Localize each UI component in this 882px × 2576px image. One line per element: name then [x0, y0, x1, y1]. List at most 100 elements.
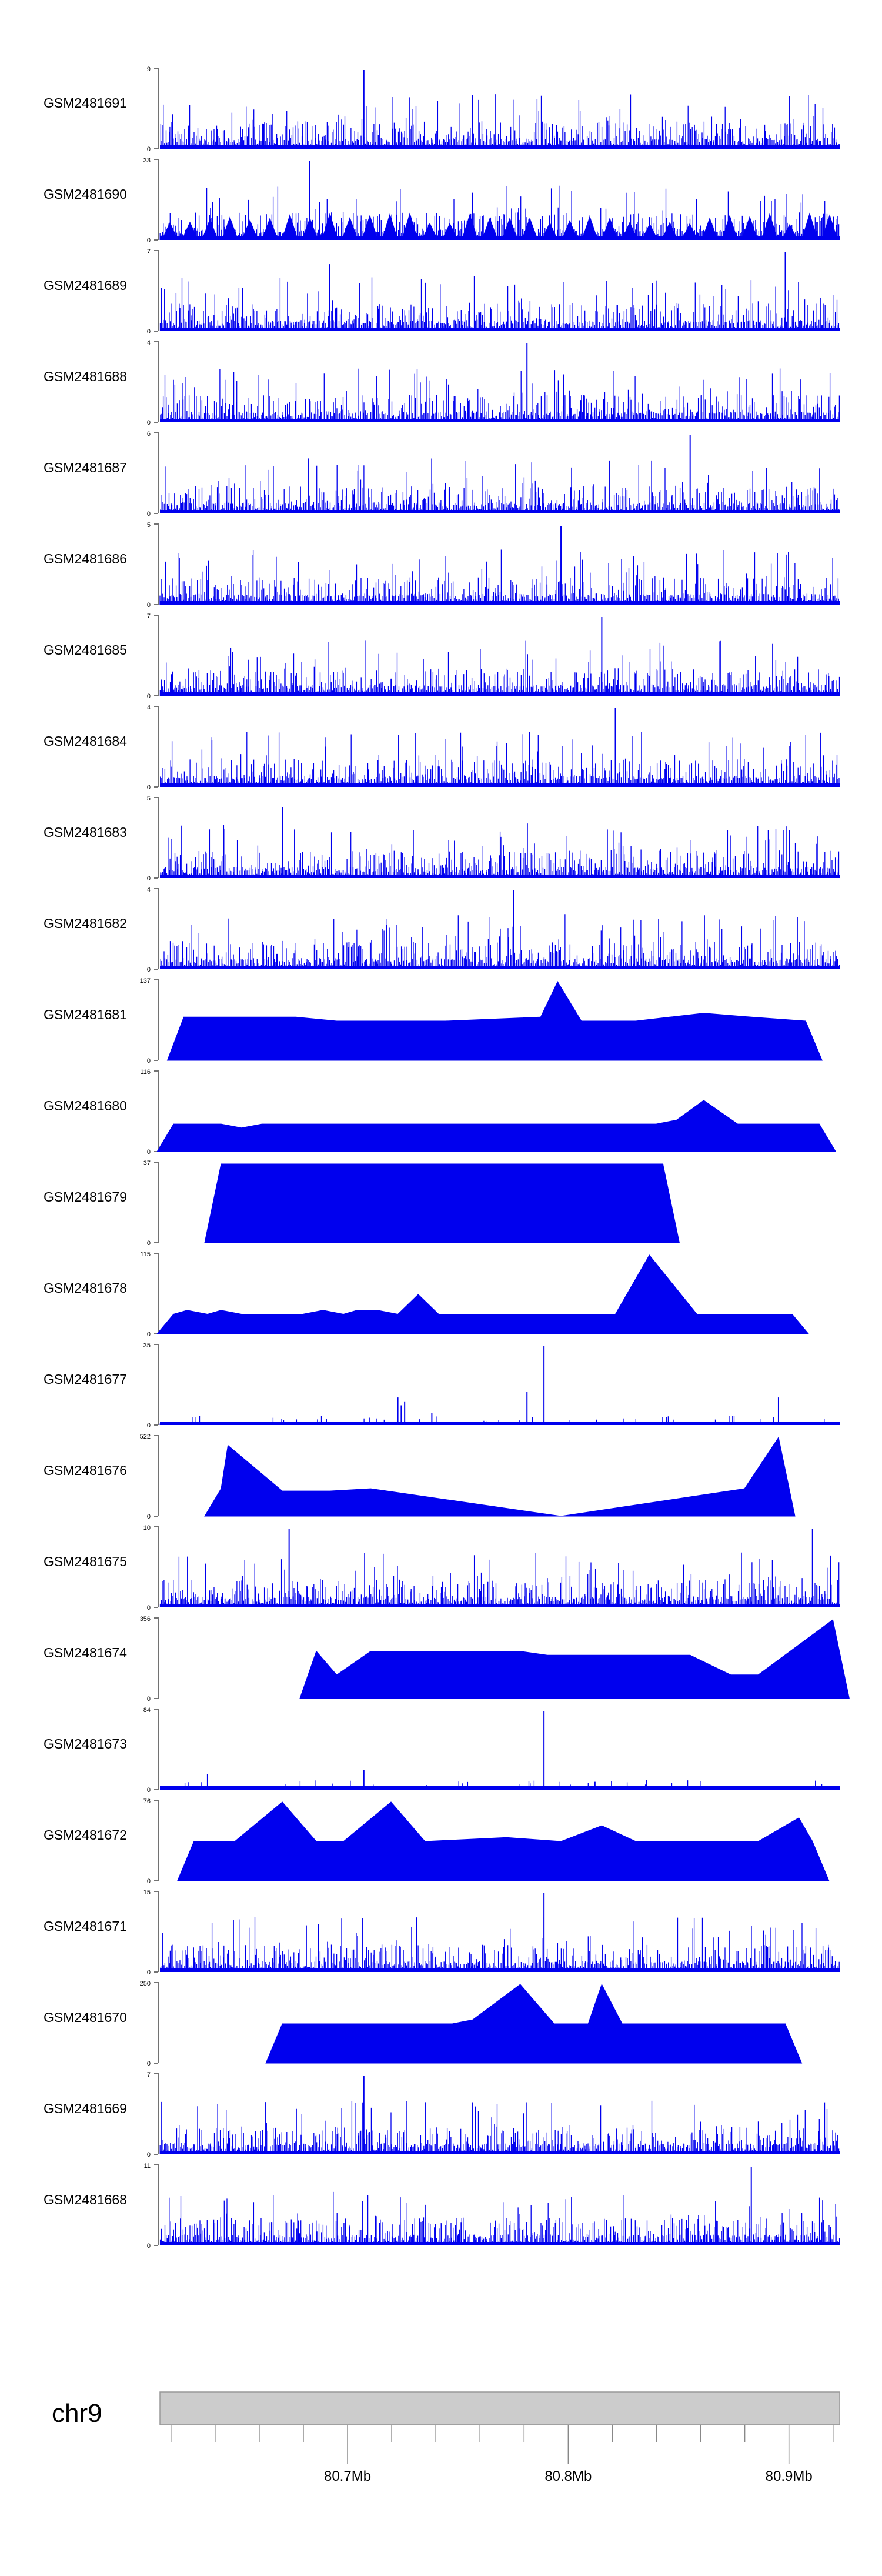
track-label: GSM2481678: [44, 1280, 127, 1296]
genome-tick-label: 80.8Mb: [544, 2468, 592, 2484]
signal-bars: [160, 368, 840, 422]
y-max-label: 522: [140, 1433, 151, 1440]
y-min-label: 0: [147, 146, 151, 153]
signal-baseline: [160, 236, 840, 240]
y-max-label: 11: [144, 2163, 151, 2170]
track-GSM2481679: GSM2481679 37 0: [44, 1160, 680, 1247]
signal-baseline: [160, 966, 840, 969]
y-min-label: 0: [147, 1513, 151, 1520]
chromosome-axis-panel: chr9 80.7Mb 80.8Mb 80.9Mb: [52, 2391, 840, 2484]
track-GSM2481689: GSM2481689 7 0: [44, 248, 840, 335]
y-min-label: 0: [147, 966, 151, 973]
y-min-label: 0: [147, 1969, 151, 1976]
y-min-label: 0: [147, 602, 151, 609]
y-min-label: 0: [147, 510, 151, 518]
y-min-label: 0: [147, 1422, 151, 1429]
genome-tick-label: 80.9Mb: [766, 2468, 813, 2484]
y-min-label: 0: [147, 2243, 151, 2250]
signal-bars: [160, 732, 840, 787]
track-GSM2481674: GSM2481674 356 0: [44, 1616, 850, 1703]
y-min-label: 0: [147, 1240, 151, 1247]
signal-area: [204, 1163, 680, 1243]
y-max-label: 76: [143, 1798, 151, 1805]
signal-area: [166, 980, 823, 1061]
signal-baseline: [160, 328, 840, 331]
track-label: GSM2481673: [44, 1736, 127, 1751]
track-GSM2481690: GSM2481690 33 0: [44, 157, 840, 244]
track-GSM2481683: GSM2481683 5 0: [44, 795, 840, 882]
y-max-label: 10: [143, 1524, 151, 1531]
track-label: GSM2481676: [44, 1463, 127, 1478]
chromosome-ideogram: [159, 2391, 840, 2425]
track-GSM2481673: GSM2481673 84 0: [44, 1707, 840, 1794]
signal-area: [156, 1254, 810, 1334]
track-GSM2481682: GSM2481682 4 0: [44, 886, 840, 973]
track-label: GSM2481677: [44, 1372, 127, 1387]
y-max-label: 84: [143, 1707, 151, 1714]
signal-baseline: [160, 510, 840, 513]
y-max-label: 4: [147, 886, 151, 893]
signal-baseline: [160, 601, 840, 605]
track-GSM2481670: GSM2481670 250 0: [44, 1980, 803, 2067]
y-min-label: 0: [147, 875, 151, 882]
y-min-label: 0: [147, 419, 151, 426]
y-min-label: 0: [147, 1331, 151, 1338]
y-min-label: 0: [147, 693, 151, 700]
y-max-label: 116: [140, 1069, 151, 1076]
track-GSM2481680: GSM2481680 116 0: [44, 1069, 837, 1156]
signal-baseline: [160, 2151, 840, 2154]
signal-baseline: [160, 1786, 840, 1790]
signal-baseline: [160, 875, 840, 878]
track-label: GSM2481680: [44, 1098, 127, 1113]
y-max-label: 115: [140, 1251, 151, 1258]
track-GSM2481668: GSM2481668 11 0: [44, 2163, 840, 2250]
signal-baseline: [160, 145, 840, 149]
y-max-label: 15: [143, 1889, 151, 1896]
y-max-label: 356: [140, 1616, 151, 1623]
track-label: GSM2481683: [44, 825, 127, 840]
track-GSM2481669: GSM2481669 7 0: [44, 2071, 840, 2158]
signal-baseline: [160, 2242, 840, 2245]
track-GSM2481686: GSM2481686 5 0: [44, 522, 840, 609]
track-label: GSM2481674: [44, 1645, 127, 1660]
track-GSM2481684: GSM2481684 4 0: [44, 704, 840, 791]
signal-bars: [160, 823, 840, 878]
track-label: GSM2481687: [44, 460, 127, 475]
y-max-label: 33: [143, 157, 151, 164]
signal-bars: [159, 2100, 840, 2154]
y-min-label: 0: [147, 2151, 151, 2158]
signal-baseline: [160, 1968, 840, 1972]
chromosome-label: chr9: [52, 2399, 102, 2428]
signal-baseline: [160, 692, 840, 696]
y-min-label: 0: [147, 1787, 151, 1794]
track-label: GSM2481690: [44, 186, 127, 202]
y-max-label: 137: [140, 977, 151, 985]
track-GSM2481688: GSM2481688 4 0: [44, 339, 840, 426]
y-max-label: 5: [147, 522, 151, 529]
track-GSM2481676: GSM2481676 522 0: [44, 1433, 796, 1520]
signal-bars: [159, 1552, 840, 1607]
track-GSM2481681: GSM2481681 137 0: [44, 977, 823, 1065]
y-max-label: 4: [147, 704, 151, 711]
y-max-label: 7: [147, 613, 151, 620]
y-min-label: 0: [147, 328, 151, 335]
signal-triangles: [162, 212, 838, 240]
y-min-label: 0: [147, 1149, 151, 1156]
y-min-label: 0: [147, 1057, 151, 1065]
y-max-label: 6: [147, 431, 151, 438]
track-label: GSM2481672: [44, 1827, 127, 1843]
signal-area: [156, 1100, 837, 1152]
signal-area: [204, 1436, 796, 1517]
track-label: GSM2481691: [44, 95, 127, 111]
signal-baseline: [160, 1422, 840, 1425]
track-label: GSM2481681: [44, 1007, 127, 1022]
track-label: GSM2481675: [44, 1554, 127, 1569]
track-panels: GSM248169190GSM2481690330GSM248168970GSM…: [44, 66, 850, 2250]
signal-bars: [160, 1917, 840, 1972]
signal-baseline: [160, 783, 840, 787]
track-label: GSM2481671: [44, 1918, 127, 1934]
signal-bars: [159, 640, 840, 696]
track-label: GSM2481688: [44, 369, 127, 384]
track-GSM2481671: GSM2481671 15 0: [44, 1889, 840, 1976]
track-GSM2481678: GSM2481678 115 0: [44, 1251, 810, 1338]
